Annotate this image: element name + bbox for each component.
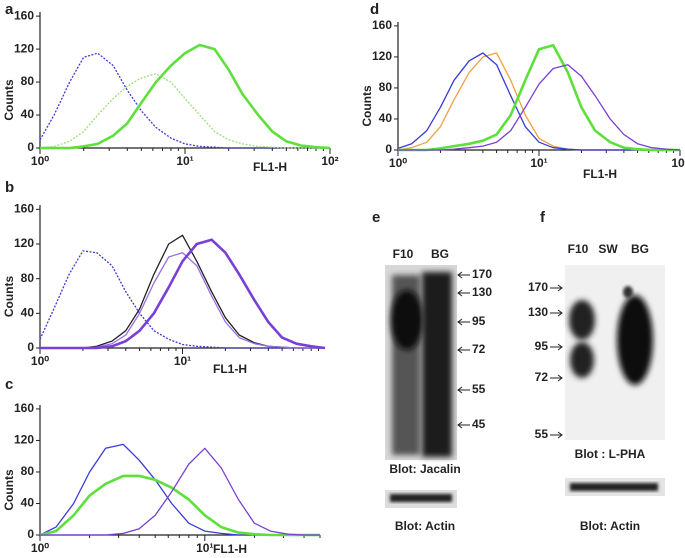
y-tick-label: 40 [21, 306, 35, 320]
y-tick-label: 40 [21, 107, 35, 121]
x-axis-label: FL1-H [253, 160, 287, 174]
blot-caption: Blot: Actin [580, 519, 640, 533]
y-tick-label: 160 [14, 202, 34, 216]
marker-arrow [550, 343, 563, 351]
x-tick-label: 10⁰ [389, 156, 407, 170]
marker-arrow [457, 271, 470, 279]
marker-arrow [550, 374, 563, 382]
lane-label: SW [598, 242, 618, 256]
x-axis-label: FL1-H [583, 167, 617, 181]
panel-label: d [370, 1, 379, 18]
y-tick-label: 80 [379, 80, 393, 94]
x-tick-label: 10² [321, 154, 338, 168]
x-tick-label: 10¹ [174, 354, 191, 368]
x-tick-label: 10⁰ [31, 154, 49, 168]
marker-label: 170 [528, 280, 548, 294]
lane-label: BG [631, 242, 649, 256]
y-axis-label: Counts [2, 276, 16, 318]
marker-arrow [457, 421, 470, 429]
y-tick-label: 40 [379, 111, 393, 125]
marker-arrow [457, 318, 470, 326]
y-tick-label: 120 [14, 236, 34, 250]
x-axis-label: FL1-H [213, 362, 247, 376]
histogram-line [40, 447, 320, 536]
y-tick-label: 0 [27, 140, 34, 154]
y-tick-label: 0 [27, 527, 34, 541]
y-tick-label: 120 [14, 41, 34, 55]
marker-label: 130 [472, 285, 492, 299]
marker-arrow [457, 386, 470, 394]
marker-label: 72 [535, 370, 549, 384]
x-tick-label: 10¹ [176, 154, 193, 168]
panel-label: b [5, 179, 14, 196]
y-axis-label: Counts [2, 79, 16, 121]
panel-label: a [5, 1, 14, 18]
marker-label: 95 [472, 314, 486, 328]
panel-label: c [5, 376, 13, 393]
marker-label: 45 [472, 417, 486, 431]
marker-arrow [550, 431, 563, 439]
histogram-line [398, 64, 681, 151]
x-tick-label: 10⁰ [31, 541, 49, 555]
blot-caption: Blot: Jacalin [389, 462, 460, 476]
x-tick-label: 10¹ [196, 541, 213, 555]
histogram-line [40, 238, 326, 350]
x-tick-label: 10² [671, 156, 685, 170]
y-tick-label: 40 [21, 496, 35, 510]
marker-label: 95 [535, 339, 549, 353]
y-axis-label: Counts [2, 469, 16, 511]
y-tick-label: 160 [372, 18, 392, 32]
y-axis-label: Counts [360, 85, 374, 127]
y-tick-label: 0 [27, 340, 34, 354]
axis [39, 12, 330, 149]
panel-label: f [540, 209, 546, 226]
x-tick-label: 10¹ [530, 156, 547, 170]
histogram-line [398, 44, 680, 152]
blot-caption: Blot : L-PHA [575, 447, 646, 461]
marker-label: 170 [472, 267, 492, 281]
axis [397, 22, 680, 151]
y-tick-label: 120 [14, 433, 34, 447]
axis [39, 405, 320, 536]
marker-arrow [457, 289, 470, 297]
lane-label: F10 [393, 247, 414, 261]
blot-image [385, 265, 457, 508]
histogram-line [39, 474, 320, 537]
marker-arrow [550, 284, 563, 292]
y-tick-label: 80 [21, 464, 35, 478]
y-tick-label: 120 [372, 49, 392, 63]
y-tick-label: 80 [21, 74, 35, 88]
lane-label: F10 [568, 242, 589, 256]
y-tick-label: 160 [14, 8, 34, 22]
histogram-line [40, 252, 325, 349]
histogram-line [40, 43, 331, 150]
x-tick-label: 10⁰ [31, 354, 49, 368]
marker-arrow [550, 309, 563, 317]
histogram-line [39, 443, 320, 536]
blot-caption: Blot: Actin [395, 519, 455, 533]
y-tick-label: 80 [21, 271, 35, 285]
lane-label: BG [431, 247, 449, 261]
histogram-line [397, 52, 680, 151]
marker-label: 72 [472, 342, 486, 356]
y-tick-label: 0 [385, 142, 392, 156]
histogram-line [39, 250, 325, 349]
histogram-line [39, 73, 330, 149]
marker-label: 130 [528, 305, 548, 319]
x-axis-label: FL1-H [213, 542, 247, 556]
blot-image [565, 265, 665, 496]
panel-label: e [372, 209, 380, 226]
marker-label: 55 [535, 427, 549, 441]
marker-arrow [457, 346, 470, 354]
y-tick-label: 160 [14, 401, 34, 415]
axis [39, 205, 325, 349]
histogram-line [39, 52, 330, 149]
histogram-line [397, 52, 680, 151]
marker-label: 55 [472, 382, 486, 396]
